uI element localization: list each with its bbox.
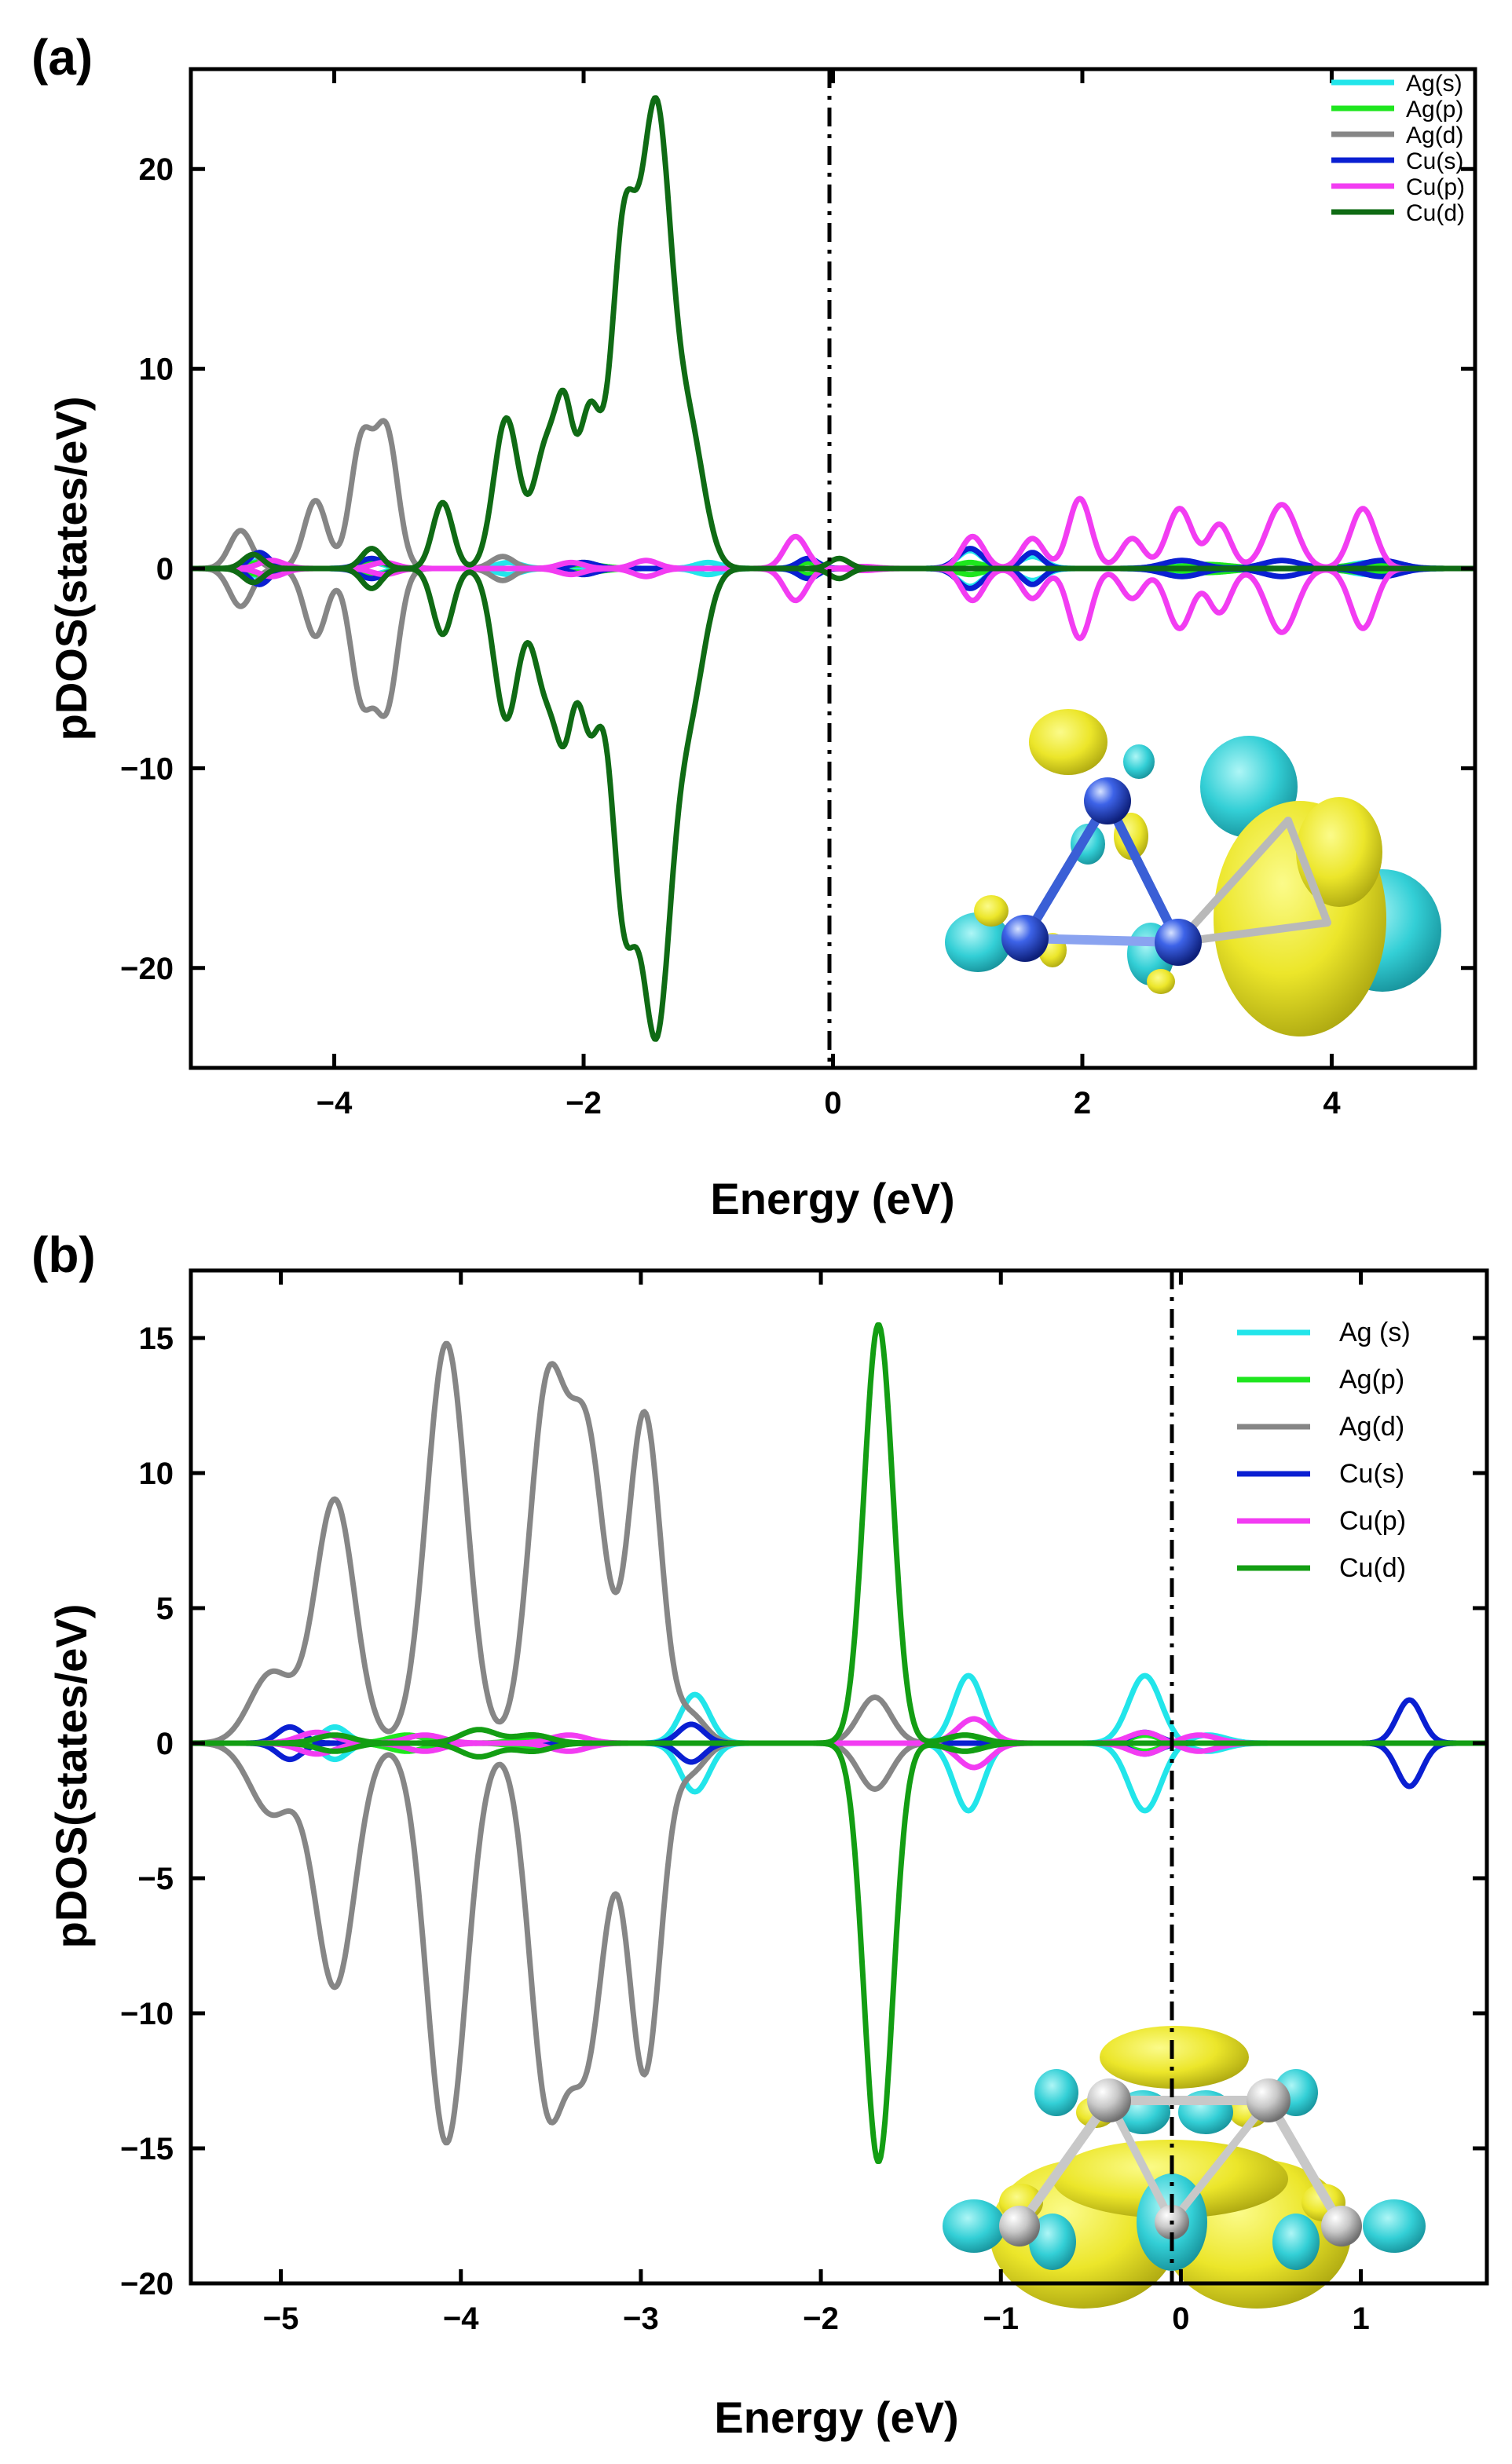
y-tick-label: −15: [120, 2132, 174, 2166]
panel-a-legend: Ag(s)Ag(p)Ag(d)Cu(s)Cu(p)Cu(d): [1331, 71, 1465, 226]
panel-a-x-axis: −4 −2 0 2 4: [317, 69, 1341, 1120]
isosurface-lobe: [1123, 744, 1155, 779]
y-tick-label: 10: [139, 1457, 174, 1491]
legend-label: Cu(d): [1406, 200, 1465, 226]
legend-label: Ag(s): [1406, 71, 1463, 97]
panel-a-label: (a): [31, 29, 93, 86]
isosurface-lobe: [1029, 2214, 1076, 2270]
bond: [1105, 2097, 1176, 2226]
panel-a-y-axis: −20 −10 0 10 20: [120, 152, 1475, 986]
isosurface-lobe: [1363, 2199, 1426, 2253]
legend-label: Ag(p): [1339, 1365, 1404, 1395]
cu-atom: [1084, 777, 1131, 824]
bond: [1020, 934, 1183, 947]
x-tick-label: −1: [983, 2301, 1019, 2336]
isosurface-lobe: [943, 2199, 1005, 2253]
legend-label: Ag(d): [1339, 1412, 1404, 1442]
isosurface-lobe: [1272, 2214, 1320, 2270]
panel-b-x-axis: −5 −4 −3 −2 −1 0 1: [263, 1270, 1370, 2336]
series-line-agd-up: [189, 418, 1477, 572]
isosurface-lobe: [1029, 709, 1107, 775]
legend-label: Cu(p): [1406, 174, 1465, 200]
x-tick-label: −3: [623, 2301, 659, 2336]
x-tick-label: −5: [263, 2301, 299, 2336]
panel-b-x-axis-title: Energy (eV): [714, 2393, 958, 2442]
x-tick-label: 0: [1172, 2301, 1189, 2336]
cu-atom: [1001, 915, 1049, 962]
legend-label: Cu(s): [1406, 148, 1463, 174]
isosurface-lobe: [1296, 797, 1382, 907]
legend-label: Ag (s): [1339, 1318, 1411, 1347]
ag-atom: [1321, 2206, 1362, 2246]
x-tick-label: 1: [1352, 2301, 1369, 2336]
x-tick-label: 0: [824, 1086, 841, 1120]
bond: [1168, 2097, 1272, 2226]
isosurface-lobe: [1147, 969, 1175, 994]
x-tick-label: −2: [566, 1086, 602, 1120]
series-line-cud-down: [189, 565, 1477, 1042]
bond: [1284, 817, 1331, 927]
x-tick-label: 4: [1323, 1086, 1341, 1120]
panel-b-series: [189, 1322, 1488, 2164]
y-tick-label: 10: [139, 353, 174, 387]
legend-label: Ag(d): [1406, 122, 1463, 148]
panel-b-inset-molecule: [943, 2026, 1426, 2309]
series-line-agd-down: [189, 565, 1477, 719]
y-tick-label: −20: [120, 952, 174, 986]
bond: [1264, 2096, 1346, 2231]
bond: [1174, 817, 1292, 946]
legend-label: Cu(p): [1339, 1506, 1406, 1536]
y-tick-label: 15: [139, 1322, 174, 1356]
bond: [1103, 796, 1183, 947]
series-line-cud-up: [189, 95, 1477, 572]
y-tick-label: 5: [156, 1592, 174, 1626]
panel-b-plot-frame: [189, 1268, 1489, 2286]
y-tick-label: −20: [120, 2267, 174, 2301]
panel-b-y-axis-title: pDOS(states/eV): [46, 1604, 96, 1949]
ag-atom: [1247, 2078, 1291, 2122]
bond: [1020, 796, 1112, 943]
panel-b-y-axis: −20 −15 −10 −5 0 5 10 15: [120, 1322, 1487, 2301]
panel-a-series: [189, 95, 1477, 1042]
isosurface-lobe: [974, 895, 1009, 927]
bond: [1015, 2096, 1114, 2231]
y-tick-label: 0: [156, 552, 174, 587]
legend-label: Cu(d): [1339, 1553, 1406, 1583]
series-line-cud-up: [189, 1322, 1488, 1746]
panel-a-inset-molecule: [945, 709, 1441, 1036]
series-line-cud-down: [189, 1740, 1488, 2164]
x-tick-label: 2: [1074, 1086, 1091, 1120]
legend-label: Cu(s): [1339, 1459, 1404, 1489]
ag-atom: [999, 2206, 1040, 2246]
panel-a-x-axis-title: Energy (eV): [710, 1174, 954, 1223]
isosurface-lobe: [945, 912, 1011, 972]
panel-a-y-axis-title: pDOS(states/eV): [46, 397, 96, 741]
x-tick-label: −4: [317, 1086, 353, 1120]
y-tick-label: −10: [120, 1997, 174, 2031]
panel-b-legend: Ag (s) Ag(p) Ag(d) Cu(s) Cu(p) Cu(d): [1237, 1318, 1411, 1583]
series-line-agd-up: [189, 1340, 1488, 1746]
y-tick-label: −5: [137, 1862, 174, 1896]
isosurface-lobe: [1034, 2069, 1078, 2116]
x-tick-label: −2: [803, 2301, 839, 2336]
panel-b-label: (b): [31, 1227, 96, 1283]
ag-atom: [1087, 2078, 1131, 2122]
panel-a: (a): [31, 29, 1477, 1223]
bond: [1174, 919, 1331, 946]
isosurface-lobe: [1100, 2026, 1249, 2089]
y-tick-label: 20: [139, 152, 174, 187]
y-tick-label: 0: [156, 1727, 174, 1761]
cu-atom: [1155, 919, 1202, 966]
panel-b: (b): [31, 1227, 1489, 2442]
x-tick-label: −4: [443, 2301, 479, 2336]
y-tick-label: −10: [120, 751, 174, 786]
legend-label: Ag(p): [1406, 97, 1463, 122]
